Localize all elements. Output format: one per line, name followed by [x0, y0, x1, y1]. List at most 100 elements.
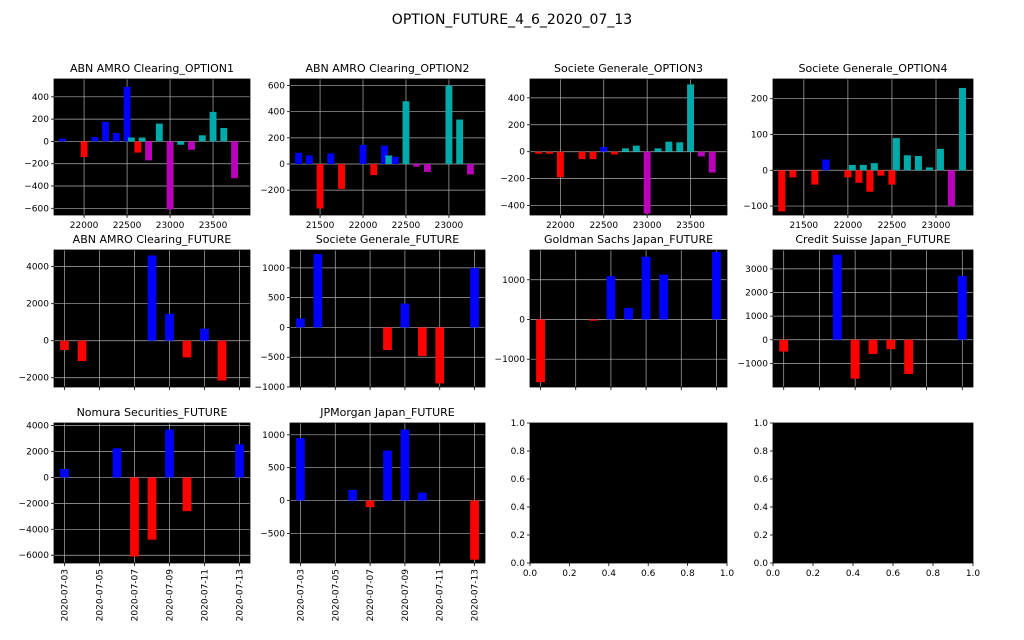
y-tick-label: 0	[43, 473, 49, 483]
bar	[123, 86, 131, 142]
x-tick-label: 22500	[113, 221, 142, 231]
y-tick-label: 1000	[745, 312, 768, 322]
y-tick-label: 2000	[26, 448, 49, 458]
y-tick-label: 0	[762, 166, 768, 176]
bar	[220, 128, 228, 142]
y-tick-label: 500	[268, 464, 285, 474]
y-tick-label: 0	[519, 315, 525, 325]
y-tick-label: 0.8	[754, 447, 769, 457]
bar	[402, 101, 410, 164]
bar	[712, 251, 721, 320]
subplot-3: −400 −200 0 200 400 22000 22500 23000 23500 Socie…	[500, 62, 728, 231]
x-tick-label: 2020-07-07	[366, 569, 376, 621]
bar	[166, 141, 174, 210]
x-tick-label: 2020-07-05	[96, 569, 106, 621]
x-tick-label: 2020-07-07	[131, 569, 141, 621]
x-tick-label: 2020-07-11	[201, 569, 211, 621]
y-tick-label: 4000	[26, 263, 49, 273]
bar	[296, 318, 305, 328]
bar	[313, 254, 323, 328]
bar	[606, 276, 616, 320]
x-tick-label: 0.6	[886, 569, 901, 579]
y-tick-label: 0.2	[754, 531, 768, 541]
x-tick-label: 2020-07-09	[166, 569, 176, 622]
bar	[850, 339, 860, 379]
y-tick-label: 0.4	[754, 503, 769, 513]
y-tick-label: 0.4	[511, 503, 526, 513]
axes-frame	[772, 78, 974, 216]
plot-area	[773, 250, 973, 387]
bar	[91, 136, 99, 142]
bar	[445, 85, 453, 164]
x-tick-label: 0.8	[926, 569, 941, 579]
bar	[654, 148, 662, 152]
bar	[621, 148, 629, 152]
y-tick-label: −1000	[255, 383, 286, 393]
x-tick-label: 0.2	[806, 569, 820, 579]
axes-frame	[772, 422, 974, 564]
bar	[60, 469, 69, 478]
bar	[435, 327, 445, 384]
x-tick-label: 23000	[633, 221, 662, 231]
plot-area	[530, 423, 727, 563]
subplot-title: Societe Generale_OPTION4	[799, 62, 948, 75]
bar	[327, 153, 335, 164]
bar	[844, 170, 852, 178]
bar	[231, 141, 238, 179]
subplot-title: Nomura Securities_FUTURE	[77, 406, 228, 419]
x-tick-label: 23000	[435, 221, 464, 231]
x-tick-label: 22500	[878, 221, 907, 231]
subplot-1: −600 −400 −200 0 200 400 22000 22500 23000 23500 A…	[24, 62, 251, 231]
bar	[589, 151, 597, 160]
subplot-title: Credit Suisse Japan_FUTURE	[795, 233, 950, 246]
bar	[643, 151, 651, 214]
subplot-title: JPMorgan Japan_FUTURE	[319, 406, 455, 419]
bar	[832, 254, 842, 340]
y-tick-label: −2000	[19, 499, 50, 509]
bar	[188, 141, 195, 150]
bar	[209, 111, 217, 142]
bar	[417, 492, 427, 501]
y-tick-label: 0	[43, 137, 49, 147]
bar	[936, 148, 944, 171]
x-tick-label: 2020-07-03	[61, 569, 71, 621]
bar	[600, 147, 608, 152]
bar	[400, 429, 410, 501]
y-tick-label: 0.2	[511, 531, 525, 541]
y-tick-label: −400	[24, 182, 49, 192]
bar	[102, 121, 110, 142]
axes-frame	[772, 249, 974, 388]
bar	[892, 138, 900, 171]
bar	[848, 164, 856, 171]
bar	[383, 450, 392, 501]
bar	[687, 84, 695, 152]
axes-frame	[529, 249, 728, 388]
plot-area	[530, 79, 727, 215]
bar	[888, 170, 896, 185]
bar	[370, 164, 378, 176]
bar	[400, 303, 410, 328]
bar	[903, 155, 911, 171]
bar	[182, 477, 192, 512]
x-tick-label: 2020-07-09	[401, 569, 411, 622]
y-tick-label: 0.8	[511, 447, 526, 457]
subplot-5: −2000 0 2000 4000 ABN AMRO Clearing_FUTURE	[19, 233, 251, 390]
y-tick-label: 1.0	[754, 419, 769, 429]
plot-area	[773, 79, 973, 215]
axes-frame	[529, 78, 728, 216]
subplot-title: Goldman Sachs Japan_FUTURE	[544, 233, 713, 246]
bar	[957, 275, 967, 340]
axes-frame	[289, 249, 486, 388]
bar	[147, 477, 157, 540]
x-tick-label: 23000	[156, 221, 185, 231]
y-tick-label: −400	[500, 202, 525, 212]
y-tick-label: 0	[279, 160, 285, 170]
bar	[632, 145, 640, 152]
axes-frame	[53, 422, 251, 564]
bar	[134, 141, 142, 153]
bar	[112, 448, 122, 478]
bar	[165, 429, 174, 478]
y-tick-label: 0	[279, 323, 285, 333]
y-tick-label: 1.0	[511, 419, 526, 429]
